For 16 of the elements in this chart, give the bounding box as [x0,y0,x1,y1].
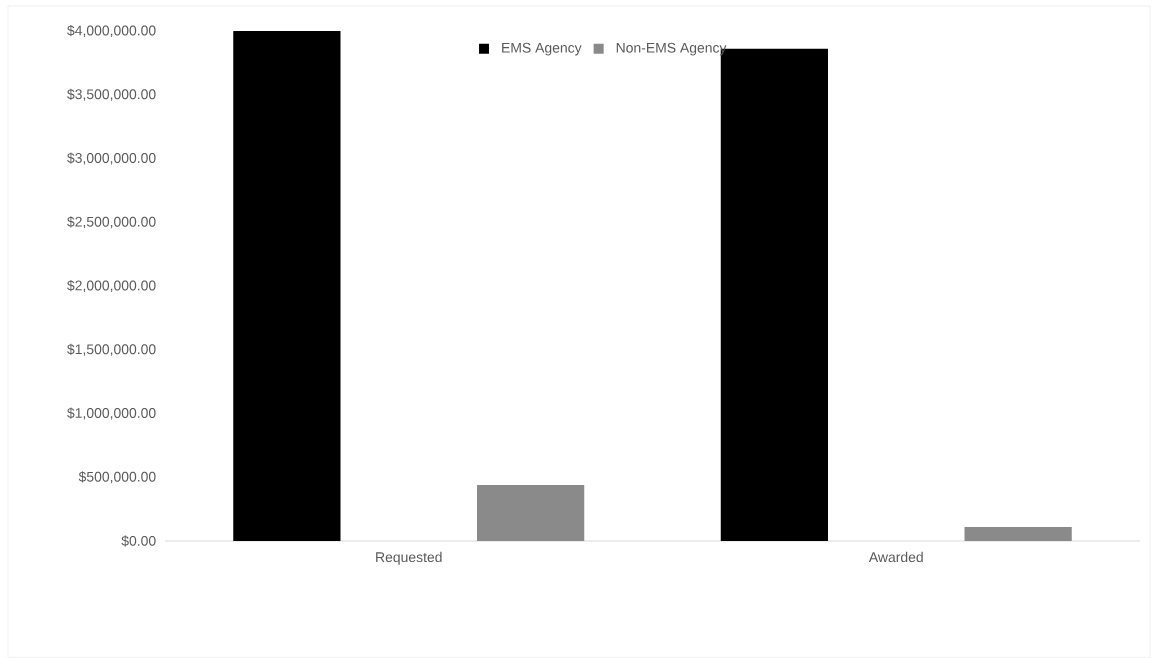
y-tick-label: $2,500,000.00 [67,216,156,229]
y-tick-label: $2,000,000.00 [67,279,156,293]
x-tick-label: Awarded [868,551,923,563]
y-tick-label: $4,000,000.00 [67,24,156,38]
bar [477,484,585,541]
legend-label: EMS Agency [502,42,582,56]
x-tick-label: Requested [376,551,442,565]
y-tick-label: $500,000.00 [78,471,156,484]
y-tick-label: $1,500,000.00 [67,343,156,356]
legend-label: Non-EMS Agency [616,42,727,56]
y-tick-label: $3,500,000.00 [67,88,156,101]
y-tick-label: $0.00 [121,535,156,547]
y-tick-label: $1,000,000.00 [67,407,156,420]
y-tick-label: $3,000,000.00 [67,152,156,165]
bar [233,31,341,541]
bar [964,526,1072,541]
